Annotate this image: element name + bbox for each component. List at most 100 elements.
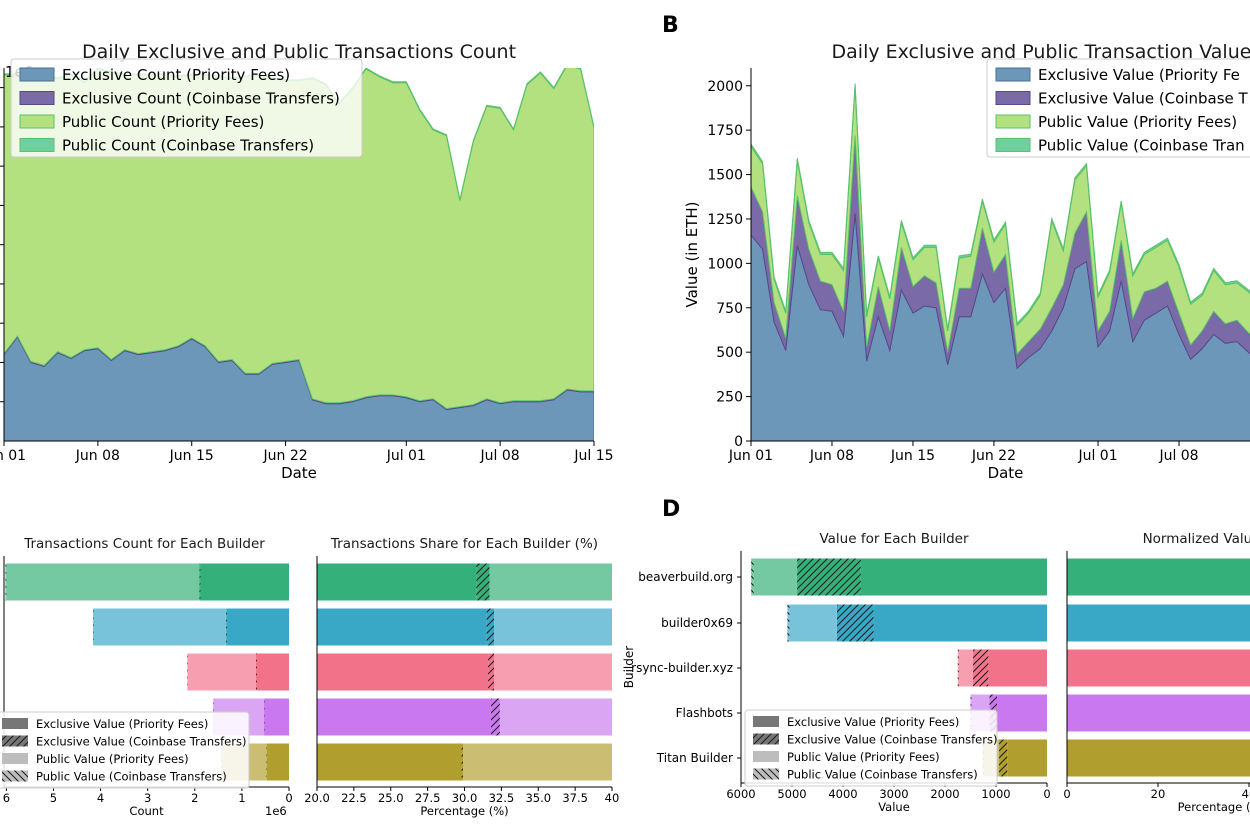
x-tick-label: 40 (605, 791, 620, 805)
bar (317, 563, 477, 601)
bar-hatch (476, 563, 490, 601)
bar (317, 698, 492, 736)
bar (226, 608, 289, 646)
bar-hatch (836, 604, 874, 642)
bar (200, 563, 289, 601)
legend-box (986, 58, 1250, 158)
legend-entry: Public Value (Coinbase Transfers) (787, 768, 978, 782)
x-tick-label: 5 (50, 791, 57, 805)
bar (997, 694, 1047, 732)
x-tick-label: 0 (1043, 787, 1050, 801)
y-tick-label: 0 (734, 434, 743, 450)
bar (1067, 694, 1250, 732)
chart-c2: 20.0 22.5 25.0 27.5 30.0 32.5 35.0 37.5 40 Transa… (304, 536, 619, 818)
bar (93, 608, 226, 646)
x-tick-label: 40 (1242, 787, 1250, 801)
chart-d2: 0204060Normalized Value for EaPercentage… (1063, 531, 1250, 814)
chart-title: Transactions Count for Each Builder (23, 536, 265, 552)
bar (256, 653, 289, 691)
legend-swatch (995, 114, 1031, 129)
bar-hatch (488, 653, 494, 691)
x-tick-label: Jun 22 (263, 448, 308, 464)
legend-swatch (19, 91, 55, 105)
bar (489, 563, 612, 601)
bar (1067, 739, 1250, 777)
panel-label-d: D (662, 497, 680, 522)
x-tick-label: 6 (3, 791, 10, 805)
bar (988, 649, 1047, 687)
legend-entry: Public Value (Coinbase Transfers) (36, 770, 227, 784)
x-tick-label: 32.5 (489, 791, 515, 805)
x-tick-label: 4000 (828, 787, 857, 801)
bar-hatch (187, 653, 188, 691)
x-tick-label: Jun 15 (890, 448, 935, 464)
bar (494, 653, 612, 691)
y-axis-label: Builder (622, 646, 636, 689)
y-tick-label: rsync-builder.xyz (631, 661, 733, 675)
legend-swatch (2, 753, 28, 764)
bar (6, 563, 200, 601)
bar-hatch (225, 608, 227, 646)
chart-title: Value for Each Builder (819, 531, 968, 547)
legend-box (0, 711, 250, 789)
x-tick-label: 20.0 (304, 791, 330, 805)
legend-entry: Exclusive Value (Coinbase Transfers) (787, 733, 997, 747)
y-tick-label: 2000 (707, 79, 743, 95)
bar (753, 558, 798, 596)
y-tick-label: Flashbots (676, 706, 733, 720)
bar (317, 608, 487, 646)
x-tick-label: 0 (1063, 787, 1070, 801)
bar (958, 649, 974, 687)
legend-entry: Public Value (Coinbase Tran (1038, 137, 1245, 155)
y-tick-label: beaverbuild.org (638, 570, 733, 584)
bar-hatch (491, 698, 500, 736)
legend-swatch (995, 91, 1031, 105)
x-tick-label: 4 (97, 791, 104, 805)
legend-entry: Exclusive Value (Coinbase T (1038, 90, 1249, 108)
bar (1007, 739, 1047, 777)
x-tick-label: 2000 (930, 787, 959, 801)
y-tick-label: 1250 (707, 212, 743, 228)
legend-box (744, 709, 998, 787)
x-tick-label: 1 (238, 791, 245, 805)
x-tick-label: 27.5 (415, 791, 441, 805)
bar-hatch (199, 563, 201, 601)
x-tick-label: Jun 15 (169, 448, 214, 464)
x-tick-label: Jun 08 (75, 448, 120, 464)
x-tick-label: 0 (285, 791, 292, 805)
bar (1067, 558, 1250, 596)
y-tick-label: 1750 (707, 123, 743, 139)
bar (860, 558, 1047, 596)
y-tick-label: 500 (716, 345, 743, 361)
bar-hatch (486, 608, 494, 646)
chart-title: Normalized Value for Ea (1143, 531, 1250, 547)
bar (264, 698, 289, 736)
bar (494, 608, 612, 646)
plot-area (751, 83, 1250, 441)
x-tick-label: 37.5 (562, 791, 588, 805)
x-axis-label: Percentage (% (1178, 800, 1250, 814)
legend-swatch-hatch (753, 733, 779, 745)
bar (317, 653, 489, 691)
legend-swatch-hatch (2, 735, 28, 747)
x-axis-label: Count (129, 804, 164, 818)
x-tick-label: Jul 08 (1158, 448, 1198, 464)
x-tick-label: 20 (1151, 787, 1166, 801)
x-tick-label: Jun 08 (809, 448, 854, 464)
bar-hatch (973, 649, 989, 687)
legend-entry: Public Value (Priority Fees) (36, 752, 189, 766)
legend-entry: Public Value (Priority Fees) (787, 750, 940, 764)
bar (187, 653, 257, 691)
bar (789, 604, 837, 642)
x-tick-label: 22.5 (341, 791, 367, 805)
bar (1067, 649, 1250, 687)
legend-swatch-hatch (2, 770, 28, 782)
x-tick-label: Jul 15 (573, 448, 613, 464)
x-tick-label: 3 (144, 791, 151, 805)
x-tick-label: 3000 (879, 787, 908, 801)
legend-swatch (19, 138, 55, 152)
y-tick-label: 1000 (707, 256, 743, 272)
x-tick-label: Jul 01 (386, 448, 426, 464)
bar (873, 604, 1047, 642)
